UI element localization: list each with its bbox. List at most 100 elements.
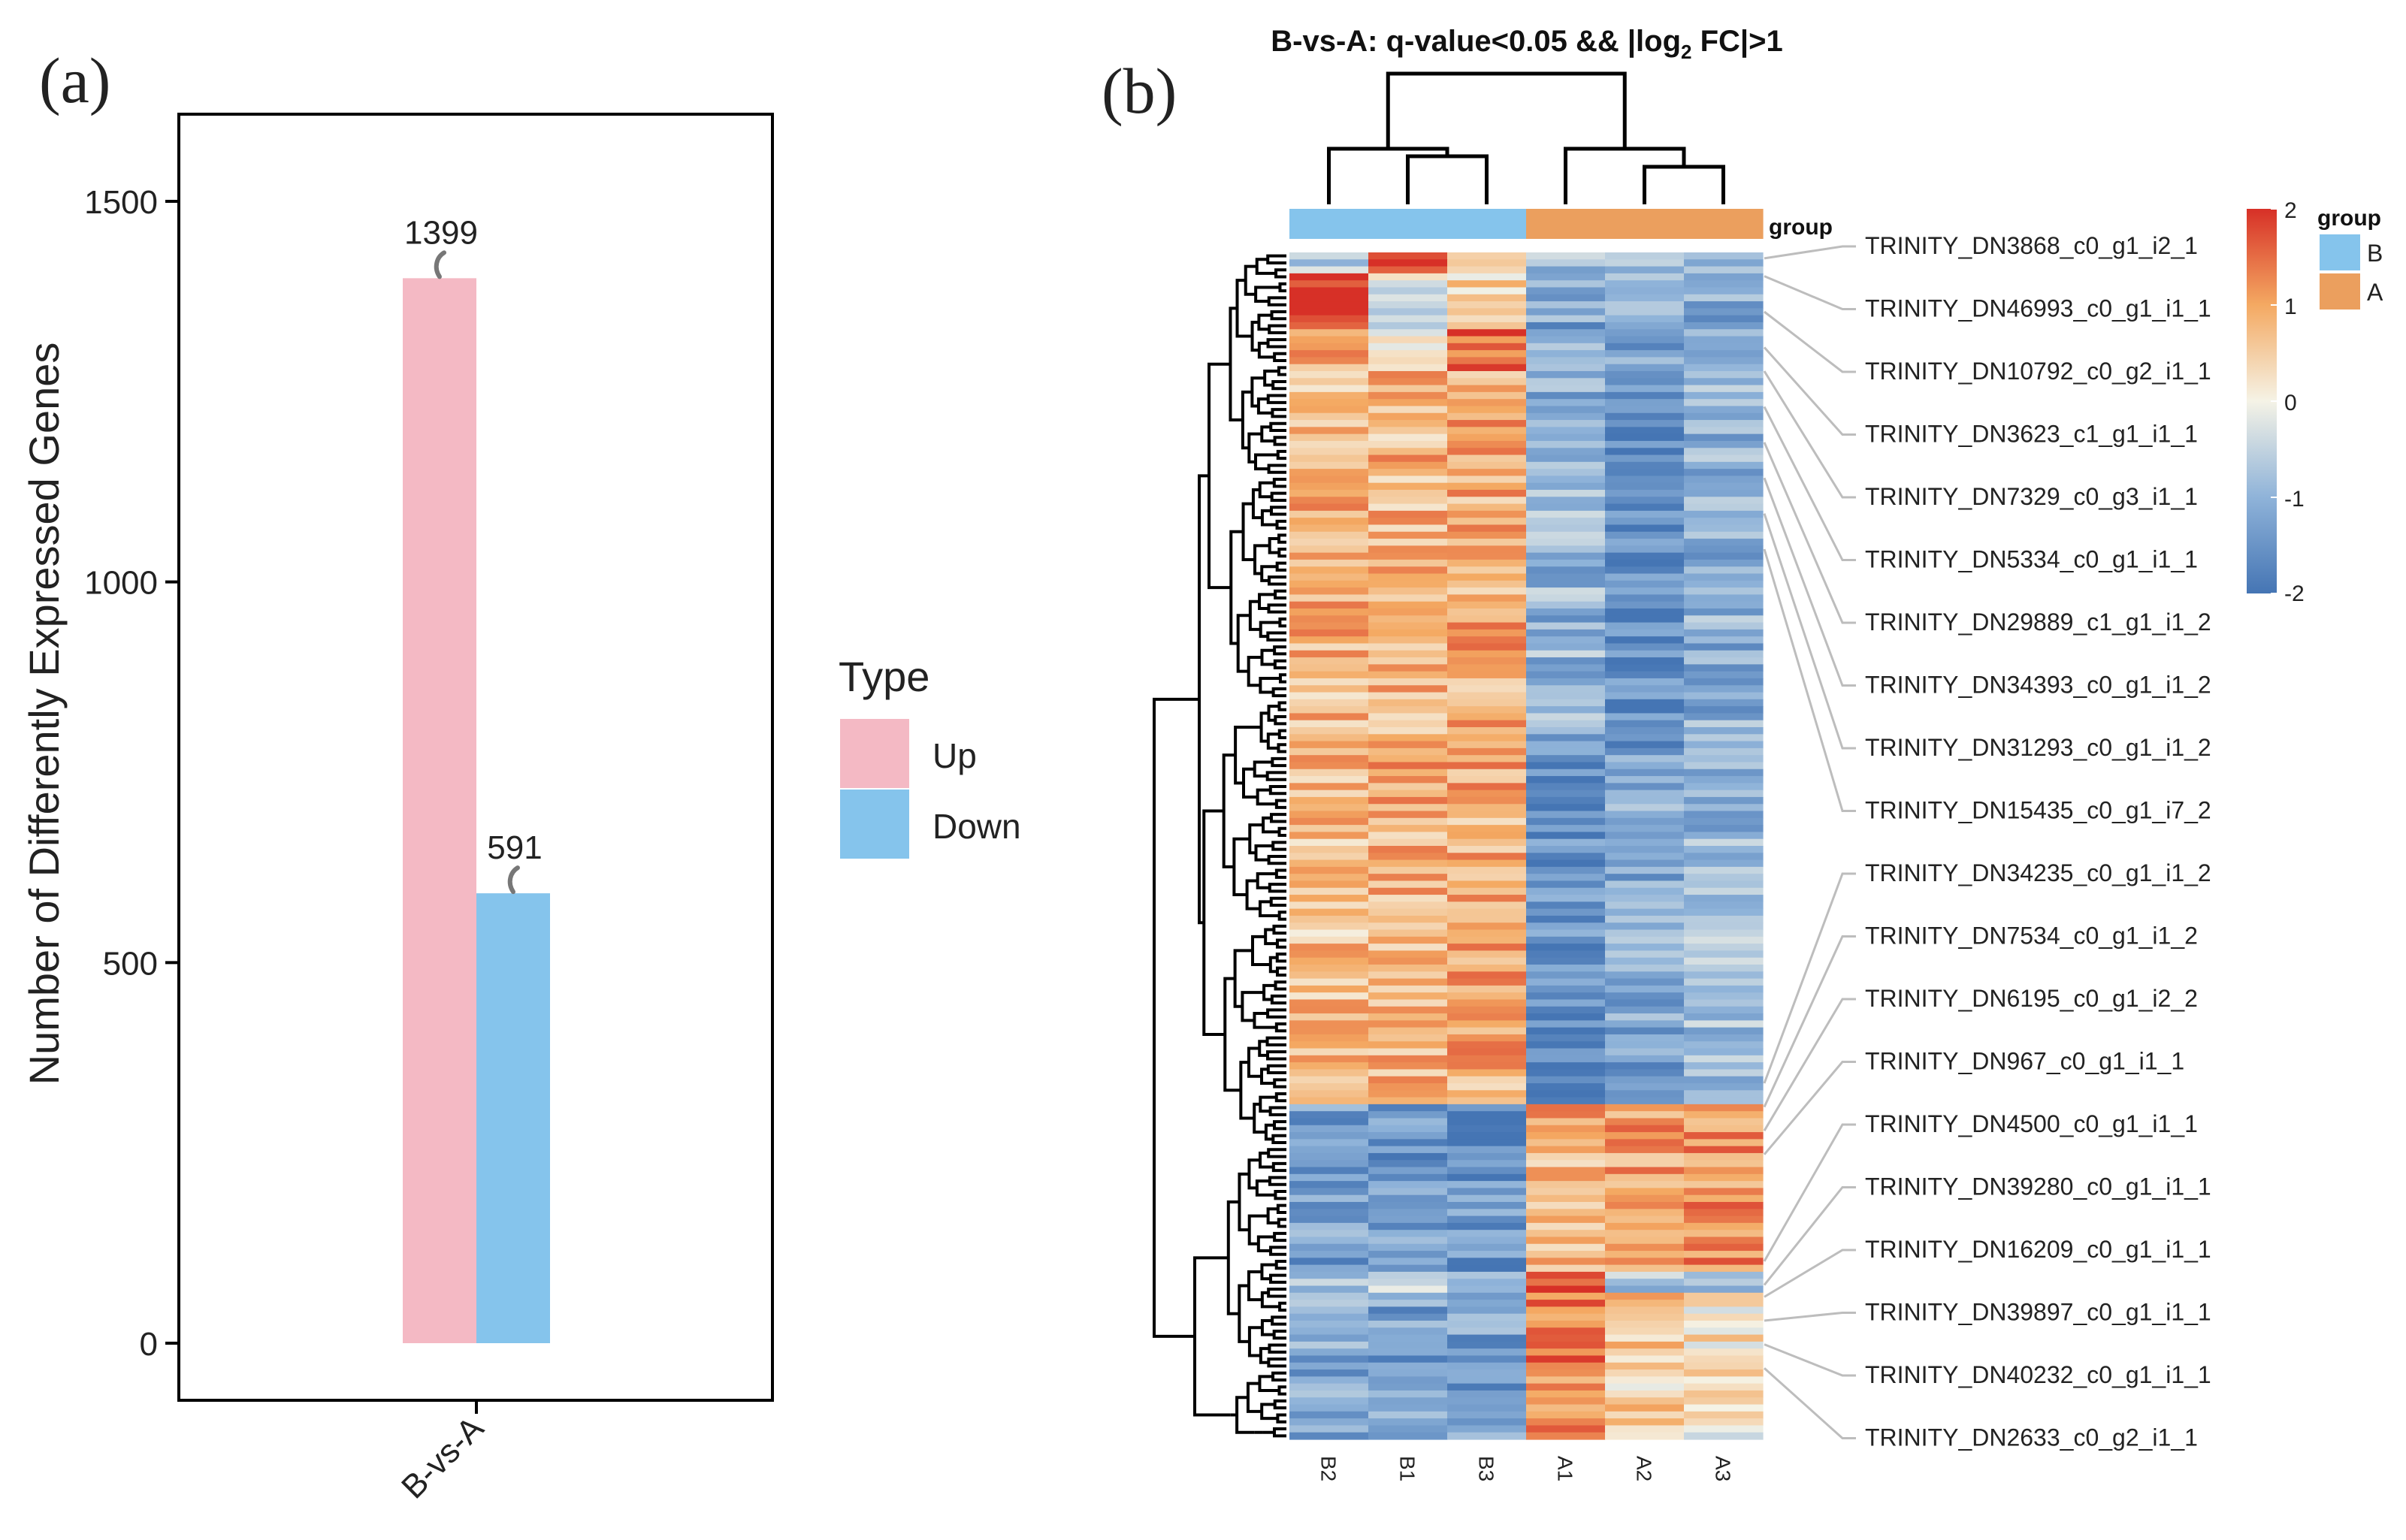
heatmap-cell — [1447, 678, 1527, 686]
heatmap-cell — [1368, 1188, 1448, 1196]
heatmap-cell — [1447, 1034, 1527, 1042]
heatmap-cell — [1447, 762, 1527, 770]
heatmap-cell — [1289, 992, 1369, 1001]
heatmap-cell — [1289, 454, 1369, 463]
heatmap-cell — [1447, 399, 1527, 407]
heatmap-cell — [1605, 1048, 1685, 1056]
heatmap-cell — [1447, 427, 1527, 435]
heatmap-cell — [1605, 371, 1685, 379]
dendrogram-branch — [1202, 809, 1226, 1036]
row-label: TRINITY_DN29889_c1_g1_i1_2 — [1865, 608, 2211, 636]
dendrogram-branch — [1258, 593, 1276, 610]
heatmap-cell — [1289, 1292, 1369, 1300]
heatmap-cell — [1368, 1313, 1448, 1321]
heatmap-cell — [1289, 1173, 1369, 1182]
data-label-connector — [507, 865, 520, 895]
heatmap-cell — [1289, 741, 1369, 749]
heatmap-cell — [1526, 573, 1606, 581]
heatmap-cell — [1368, 762, 1448, 770]
heatmap-cell — [1447, 713, 1527, 721]
title-prefix: B-vs-A: q-value<0.05 && |log — [1271, 25, 1681, 58]
heatmap-cell — [1684, 1041, 1764, 1049]
heatmap-cell — [1368, 859, 1448, 868]
heatmap-cell — [1368, 1097, 1448, 1105]
heatmap-cell — [1605, 1376, 1685, 1384]
heatmap-cell — [1526, 343, 1606, 351]
heatmap-cell — [1684, 1285, 1764, 1294]
heatmap-cell — [1684, 1334, 1764, 1342]
heatmap-cell — [1289, 412, 1369, 421]
heatmap-cell — [1605, 539, 1685, 546]
heatmap-cell — [1605, 531, 1685, 539]
heatmap-cell — [1289, 539, 1369, 546]
dendrogram-branch — [1278, 617, 1286, 628]
heatmap-cell — [1605, 1062, 1685, 1070]
dendrogram-branch — [1233, 949, 1253, 1008]
heatmap-cell — [1684, 1118, 1764, 1126]
heatmap-cell — [1447, 385, 1527, 393]
heatmap-cell — [1447, 1362, 1527, 1370]
heatmap-cell — [1684, 1425, 1764, 1433]
heatmap-cell — [1605, 476, 1685, 484]
heatmap-cell — [1368, 992, 1448, 1001]
heatmap-cell — [1289, 762, 1369, 770]
heatmap-cell — [1526, 1404, 1606, 1412]
heatmap-cell — [1684, 1230, 1764, 1238]
heatmap-cell — [1526, 315, 1606, 323]
heatmap-cell — [1368, 880, 1448, 889]
heatmap-cell — [1368, 476, 1448, 484]
heatmap-cell — [1526, 965, 1606, 972]
heatmap-cell — [1368, 406, 1448, 414]
heatmap-cell — [1289, 664, 1369, 672]
heatmap-cell — [1605, 1432, 1685, 1440]
heatmap-cell — [1605, 887, 1685, 895]
heatmap-cell — [1289, 866, 1369, 874]
heatmap-cell — [1368, 552, 1448, 560]
heatmap-cell — [1368, 531, 1448, 539]
heatmap-cell — [1289, 734, 1369, 742]
heatmap-cell — [1447, 965, 1527, 972]
heatmap-cell — [1289, 615, 1369, 624]
heatmap-cell — [1684, 1432, 1764, 1440]
heatmap-cell — [1447, 1160, 1527, 1168]
heatmap-cell — [1289, 1334, 1369, 1342]
heatmap-cell — [1605, 440, 1685, 448]
heatmap-cell — [1684, 922, 1764, 931]
heatmap-cell — [1526, 524, 1606, 533]
heatmap-cell — [1605, 1300, 1685, 1308]
heatmap-cell — [1526, 1139, 1606, 1147]
dendrogram-branch — [1264, 1123, 1275, 1141]
heatmap-cell — [1605, 1152, 1685, 1161]
heatmap-cell — [1526, 1062, 1606, 1070]
panel-b-heatmap: (b) B-vs-A: q-value<0.05 && |log2 FC|>1 … — [1102, 25, 2383, 1481]
dendrogram-branch — [1256, 872, 1277, 889]
heatmap-cell — [1684, 406, 1764, 414]
heatmap-cell — [1605, 678, 1685, 686]
heatmap-cell — [1447, 768, 1527, 777]
heatmap-cell — [1447, 859, 1527, 868]
heatmap-cell — [1289, 1055, 1369, 1063]
heatmap-cell — [1289, 385, 1369, 393]
heatmap-cell — [1684, 657, 1764, 665]
heatmap-cell — [1289, 922, 1369, 931]
y-axis-title: Number of Differently Expressed Genes — [20, 343, 68, 1086]
heatmap-cell — [1289, 461, 1369, 470]
heatmap-cell — [1289, 1418, 1369, 1427]
heatmap-cell — [1368, 922, 1448, 931]
heatmap-cell — [1289, 1132, 1369, 1140]
heatmap-cell — [1526, 1097, 1606, 1105]
bar-up — [403, 278, 476, 1343]
heatmap-cell — [1447, 978, 1527, 986]
heatmap-cell — [1368, 454, 1448, 463]
heatmap-cell — [1289, 566, 1369, 575]
heatmap-cell — [1526, 783, 1606, 791]
heatmap-cell — [1684, 1188, 1764, 1196]
heatmap-cell — [1447, 866, 1527, 874]
heatmap-cell — [1684, 252, 1764, 260]
heatmap-cell — [1605, 1271, 1685, 1279]
heatmap-cell — [1368, 838, 1448, 847]
leader-line — [1763, 370, 1856, 499]
heatmap-cell — [1447, 1432, 1527, 1440]
heatmap-cell — [1684, 448, 1764, 456]
colorbar-ticks: 2 1 0 -1 -2 — [2271, 198, 2305, 606]
